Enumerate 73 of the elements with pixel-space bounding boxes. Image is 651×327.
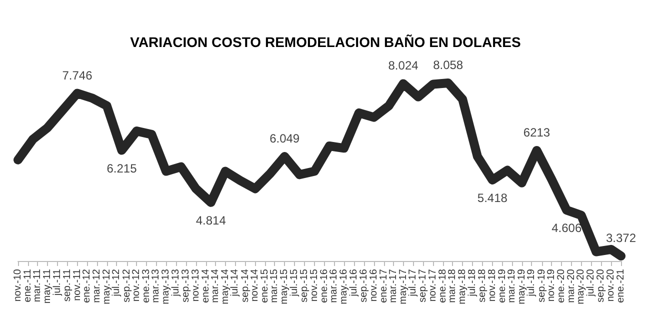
annotation: 3.372 [606,231,636,246]
x-tick-label: may.-16 [338,268,350,304]
x-tick-label: jul.-17 [408,268,419,298]
x-tick-label: sep.-14 [240,268,251,302]
x-tick-label: ene.-15 [260,268,271,303]
x-tick-label: jul.-16 [348,268,360,298]
annotation: 6213 [523,125,550,140]
annotation: 8.058 [433,58,464,72]
x-tick-label: mar.-19 [506,268,518,303]
x-tick-label: nov.-20 [606,268,617,302]
x-tick-label: jul.-18 [466,268,478,298]
x-tick-label: sep.-19 [536,268,548,302]
x-tick-label: sep.-12 [121,268,132,302]
x-tick-label: nov.-19 [546,268,558,302]
annotation: 6.215 [106,161,138,176]
x-tick-label: may.-12 [101,268,112,304]
x-tick-label: sep.-11 [62,268,73,302]
x-tick-label: sep.-16 [358,268,370,302]
x-tick-label: mar.-14 [210,268,221,303]
annotation: 8.024 [388,58,419,73]
x-tick-label: nov.-13 [190,268,202,302]
x-tick-label: mar.-16 [328,268,340,303]
x-tick-label: ene.-21 [616,268,626,303]
x-tick-label: ene.-20 [556,268,568,303]
x-tick-label: jul.-11 [52,268,63,296]
chart-title: VARIACION COSTO REMODELACION BAÑO EN DOLARES [130,34,521,50]
annotation: 6.049 [270,132,300,146]
x-tick-label: nov.-18 [486,268,498,302]
x-tick-label: nov.-10 [12,268,24,302]
x-tick-label: ene.-14 [200,268,212,303]
x-tick-label: sep.-15 [299,268,310,302]
x-tick-label: mar.-11 [32,268,43,302]
x-tick-label: may.-13 [160,268,172,304]
x-tick-label: ene.-18 [438,268,449,303]
x-tick-label: jul.-13 [170,268,182,298]
x-tick-label: jul.-19 [526,268,538,298]
x-tick-label: mar.-15 [269,268,280,303]
annotation: 4.814 [196,213,226,228]
x-tick-label: nov.-12 [131,268,142,302]
x-tick-label: mar.-13 [150,268,162,303]
x-tick-label: may.-18 [457,268,468,304]
x-tick-label: mar.-12 [91,268,102,303]
x-tick-label: jul.-20 [586,268,597,298]
x-tick-label: jul.-12 [111,268,122,298]
x-tick-label: ene.-16 [318,268,330,303]
x-tick-label: may.-20 [576,268,587,304]
annotation: 7.746 [62,68,93,82]
x-tick-label: sep.-18 [477,268,488,302]
x-tick-label: nov.-16 [368,268,380,302]
x-tick-label: nov.-14 [250,268,261,302]
x-tick-label: mar.-18 [447,268,458,303]
x-tick-label: nov.-11 [72,268,83,301]
x-tick-label: jul.-15 [288,268,300,298]
x-tick-label: sep.-13 [180,268,192,302]
x-tick-label: nov.-15 [308,268,320,302]
x-tick-label: ene.-17 [378,268,390,303]
x-tick-label: may.-17 [398,268,409,304]
x-tick-label: nov.-17 [428,268,439,302]
x-tick-label: may.-19 [516,268,528,304]
x-tick-label: sep.-20 [596,268,607,302]
x-tick-label: ene.-11 [22,268,34,302]
annotation: 5.418 [477,191,508,206]
x-tick-label: may.-15 [279,268,290,304]
x-tick-label: ene.-12 [82,268,93,303]
x-tick-label: jul.-14 [230,268,241,298]
x-tick-label: may.-11 [42,268,53,304]
x-tick-label: may.-14 [220,268,231,304]
annotation: 4.606 [552,221,582,236]
x-tick-label: ene.-13 [141,268,152,303]
x-tick-label: ene.-19 [496,268,508,303]
x-tick-label: sep.-17 [418,268,429,302]
x-tick-label: mar.-17 [388,268,399,303]
x-tick-label: mar.-20 [566,268,577,303]
